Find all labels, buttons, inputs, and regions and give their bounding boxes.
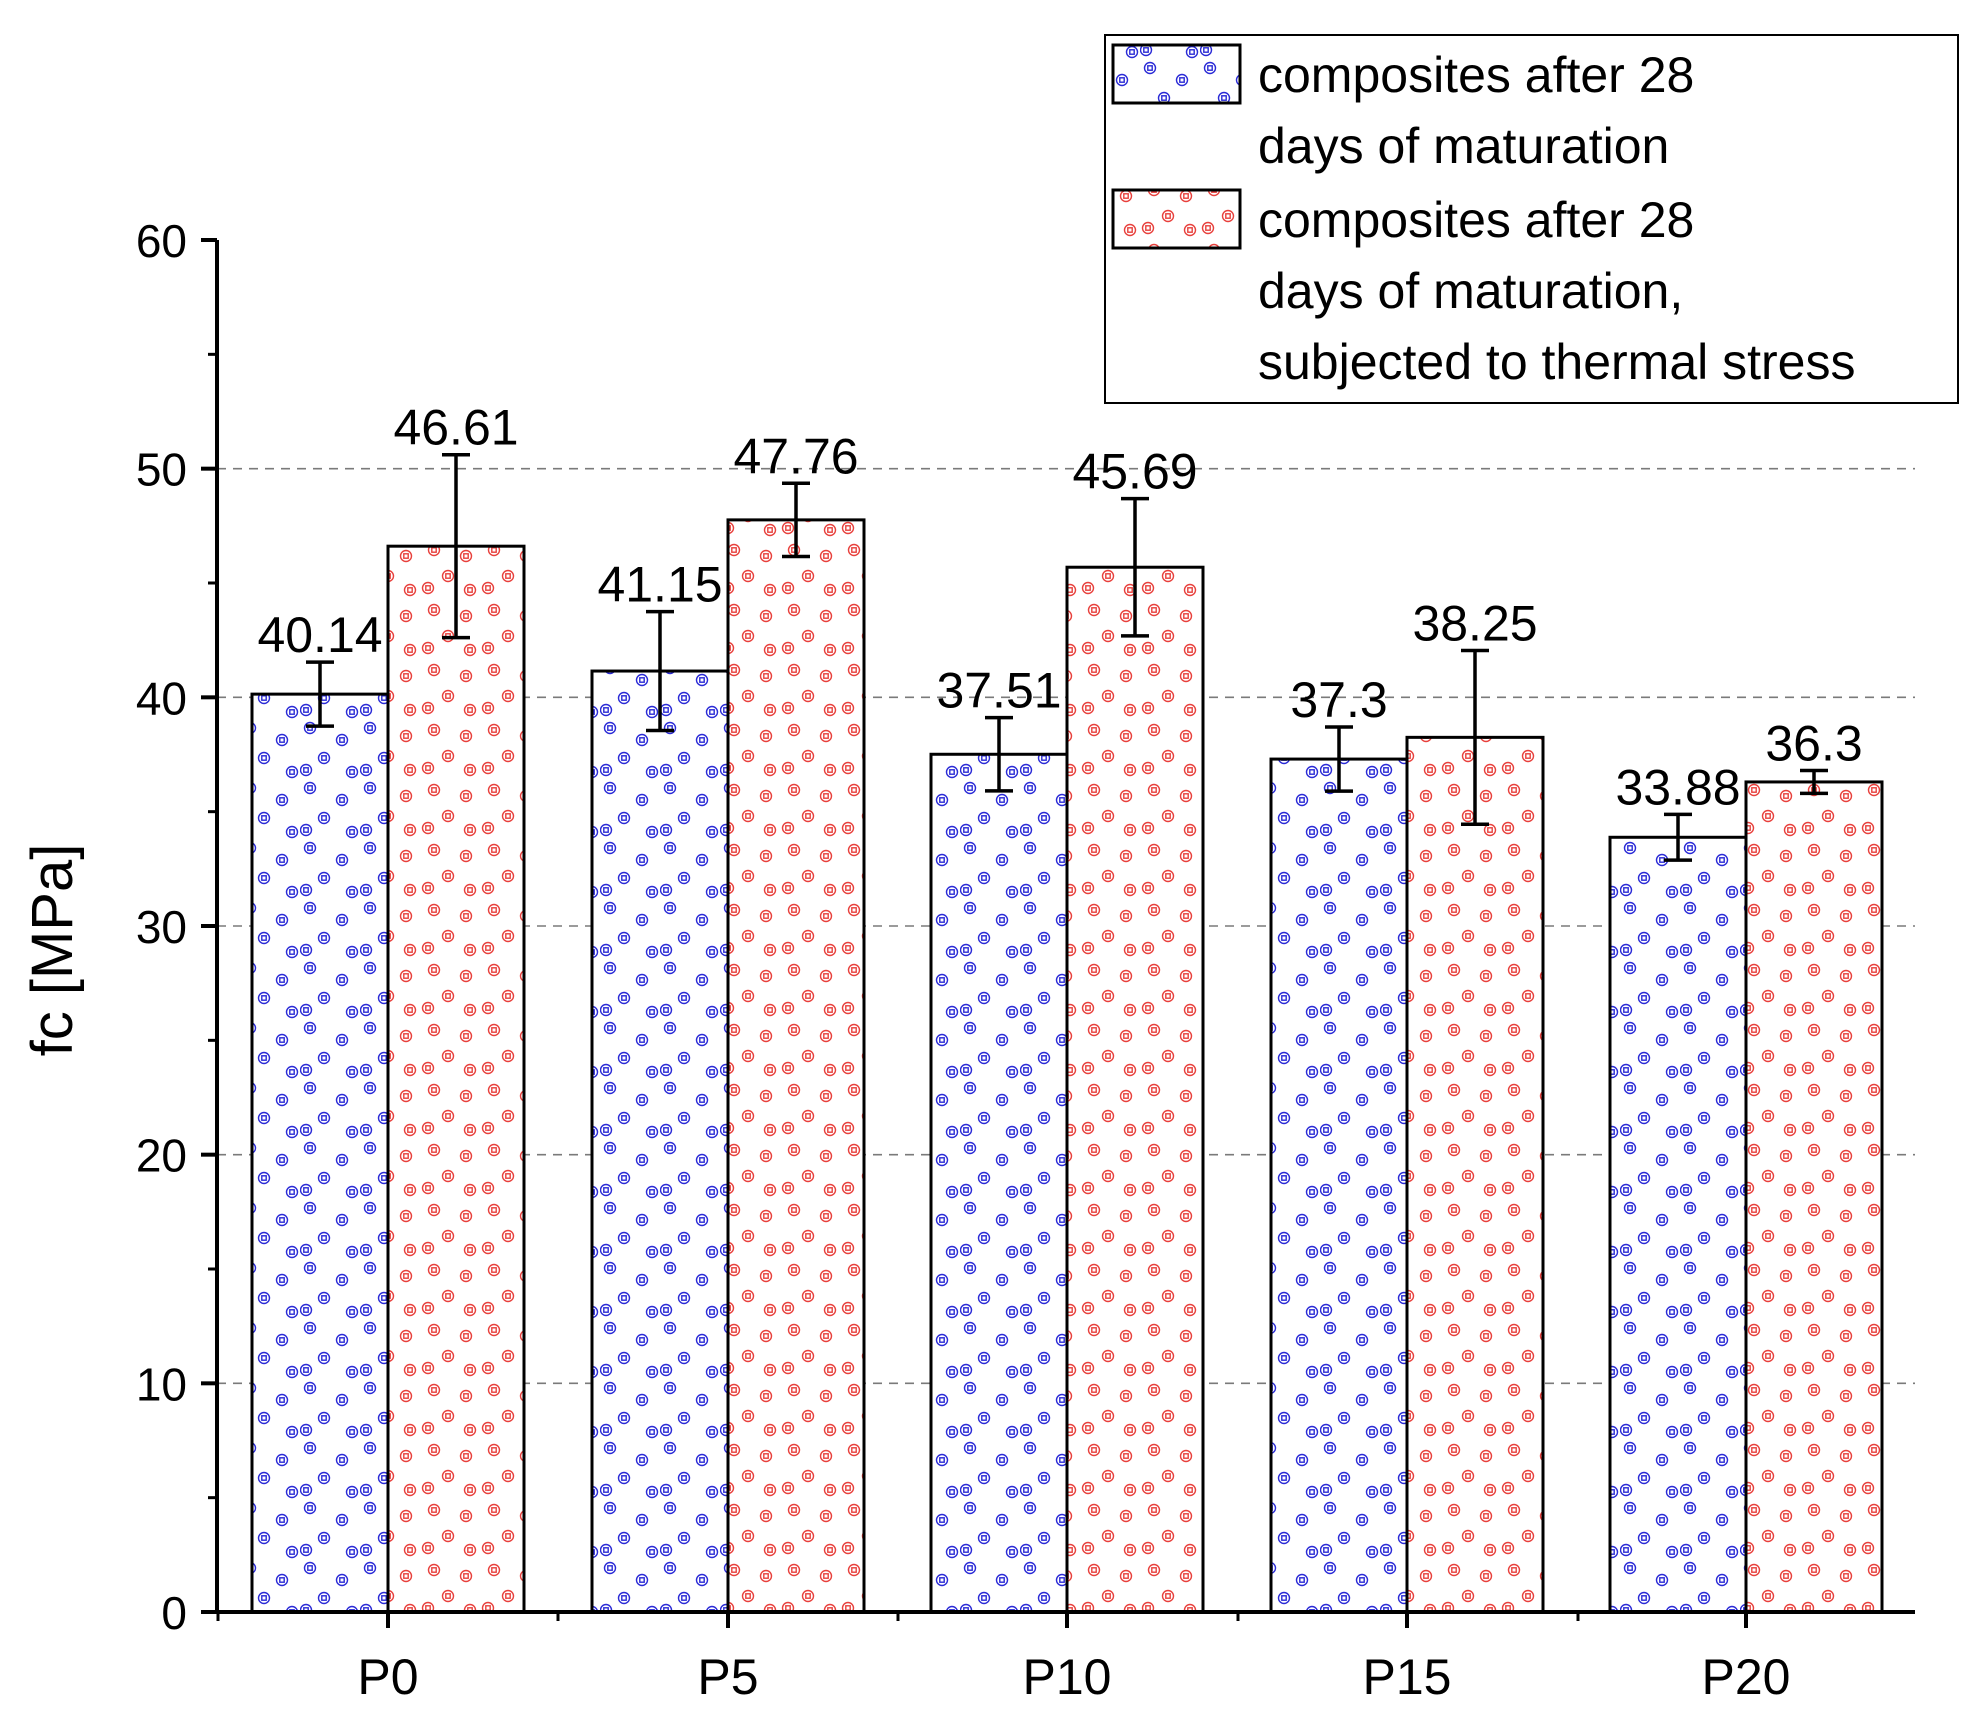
- legend-label-line: days of maturation,: [1258, 263, 1683, 319]
- data-label-P5-series-1: 41.15: [597, 557, 722, 613]
- bar-pattern-P5-series-2: [726, 518, 866, 1614]
- error-bar-P10-series-2: [1121, 496, 1149, 638]
- data-label-P15-series-2: 38.25: [1412, 595, 1537, 651]
- error-bar-P0-series-2: [442, 452, 470, 640]
- x-tick-label-P5: P5: [697, 1649, 758, 1705]
- legend-frame: [1104, 34, 1959, 404]
- data-label-P20-series-2: 36.3: [1765, 716, 1862, 772]
- error-bars: [306, 452, 1828, 862]
- data-label-P20-series-1: 33.88: [1615, 759, 1740, 815]
- legend-swatch: [1111, 188, 1242, 250]
- bar-pattern-P20-series-1: [1608, 835, 1748, 1614]
- data-label-P15-series-1: 37.3: [1290, 672, 1387, 728]
- y-tick-label-10: 10: [136, 1358, 187, 1410]
- error-bar-P15-series-2: [1461, 648, 1489, 826]
- error-bar-P20-series-2: [1800, 768, 1828, 796]
- y-tick-label-60: 60: [136, 215, 187, 267]
- y-tick-label-0: 0: [161, 1587, 187, 1639]
- bar-pattern-P10-series-1: [929, 752, 1069, 1614]
- legend-entry-2: composites after 28 days of maturation, su…: [1111, 188, 1856, 390]
- data-labels: 40.14 41.15 37.51 37.3 33.88 46.61 47.76 45.69 3…: [257, 400, 1862, 816]
- bars: [250, 518, 1884, 1614]
- axes: 0 10 20 30 40 50 60 P0 P5 P10 P15 P20: [136, 215, 1915, 1705]
- bar-pattern-P5-series-1: [590, 669, 730, 1614]
- bar-pattern-P0-series-1: [250, 692, 390, 1614]
- data-label-P0-series-1: 40.14: [257, 607, 382, 663]
- error-bar-P20-series-1: [1664, 812, 1692, 862]
- data-label-P10-series-2: 45.69: [1072, 444, 1197, 500]
- bar-pattern-P15-series-1: [1269, 757, 1409, 1614]
- data-label-P10-series-1: 37.51: [936, 663, 1061, 719]
- y-tick-label-40: 40: [136, 672, 187, 724]
- legend-swatch: [1111, 43, 1242, 105]
- error-bar-P15-series-1: [1325, 725, 1353, 793]
- bar-pattern-P0-series-2: [386, 544, 526, 1614]
- y-axis-label: fc [MPa]: [20, 844, 85, 1057]
- x-tick-label-P0: P0: [357, 1649, 418, 1705]
- x-tick-label-P15: P15: [1363, 1649, 1452, 1705]
- legend-label-line: days of maturation: [1258, 118, 1669, 174]
- legend-label-line: composites after 28: [1258, 47, 1694, 103]
- error-bar-P5-series-1: [646, 609, 674, 733]
- y-tick-label-30: 30: [136, 901, 187, 953]
- error-bar-P5-series-2: [782, 481, 810, 559]
- x-tick-label-P20: P20: [1702, 1649, 1791, 1705]
- y-tick-label-20: 20: [136, 1130, 187, 1182]
- legend-label-line: subjected to thermal stress: [1258, 334, 1856, 390]
- error-bar-P0-series-1: [306, 660, 334, 728]
- legend-entry-1: composites after 28 days of maturation: [1111, 43, 1694, 174]
- bar-pattern-P20-series-2: [1744, 780, 1884, 1614]
- y-tick-label-50: 50: [136, 444, 187, 496]
- data-label-P0-series-2: 46.61: [393, 400, 518, 456]
- x-tick-label-P10: P10: [1023, 1649, 1112, 1705]
- data-label-P5-series-2: 47.76: [733, 428, 858, 484]
- bar-pattern-P15-series-2: [1405, 735, 1545, 1614]
- error-bar-P10-series-1: [985, 715, 1013, 793]
- legend-label-line: composites after 28: [1258, 192, 1694, 248]
- bar-pattern-P10-series-2: [1065, 565, 1205, 1614]
